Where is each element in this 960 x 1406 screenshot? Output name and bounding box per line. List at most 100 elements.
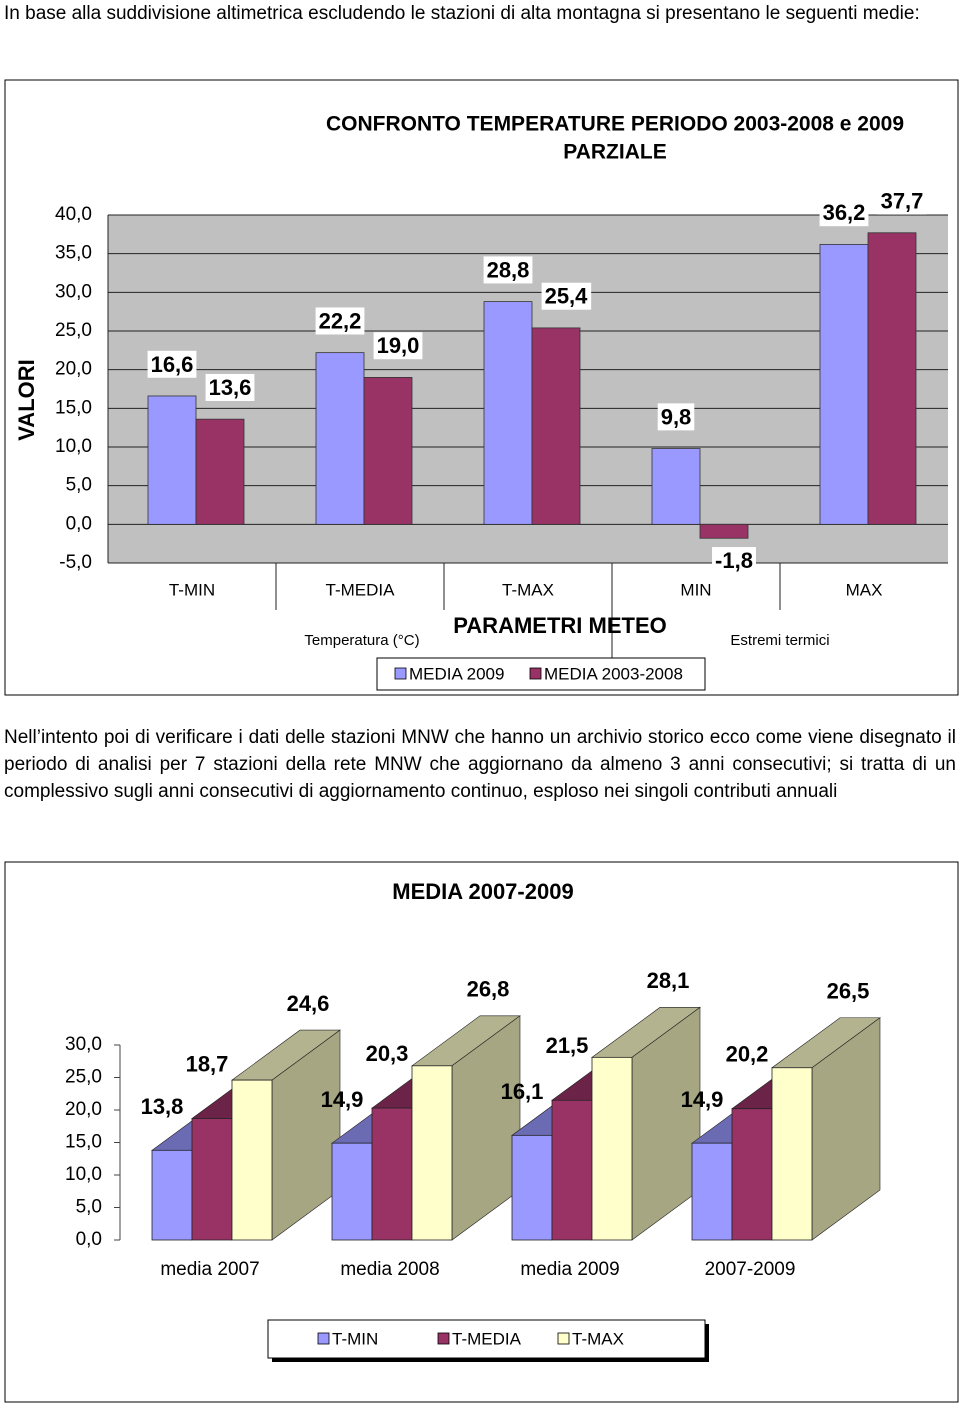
y-tick-label: 10,0 <box>55 436 92 457</box>
chart-title: CONFRONTO TEMPERATURE PERIODO 2003-2008 … <box>326 113 904 136</box>
legend-swatch <box>317 1332 330 1345</box>
value-label: 36,2 <box>823 200 866 225</box>
value-label: 14,9 <box>681 1087 724 1112</box>
bar <box>231 1079 273 1241</box>
bar <box>651 448 701 525</box>
value-label-bg <box>712 547 756 575</box>
value-label-bg <box>147 350 197 378</box>
value-label: 28,1 <box>647 968 690 993</box>
y-tick-label: 40,0 <box>55 204 92 225</box>
legend-box <box>267 1319 706 1359</box>
x-tick-label: MIN <box>680 580 711 599</box>
annotation: Temperatura (°C) <box>304 632 419 649</box>
x-tick-label: T-MIN <box>169 580 215 599</box>
value-label-bg <box>541 282 592 310</box>
bar <box>699 523 749 539</box>
y-tick-label: 15,0 <box>55 397 92 418</box>
y-tick-label: 30,0 <box>65 1034 102 1055</box>
value-label: 14,9 <box>321 1087 364 1112</box>
bar <box>819 243 869 525</box>
value-label: -1,8 <box>715 548 753 573</box>
y-tick-label: 30,0 <box>55 281 92 302</box>
bar <box>195 418 245 525</box>
legend-label: MEDIA 2009 <box>409 664 504 683</box>
x-tick-label: T-MAX <box>502 580 554 599</box>
value-label: 13,6 <box>209 375 252 400</box>
y-tick-label: 15,0 <box>65 1132 102 1153</box>
y-tick-label: 20,0 <box>65 1099 102 1120</box>
legend-label: T-MEDIA <box>452 1329 522 1348</box>
legend-label: T-MIN <box>332 1329 378 1348</box>
value-label: 13,8 <box>141 1094 184 1119</box>
y-tick-label: -5,0 <box>59 552 92 573</box>
bar <box>371 1107 413 1241</box>
bar <box>591 1056 633 1241</box>
y-tick-label: 10,0 <box>65 1164 102 1185</box>
legend-swatch <box>437 1332 450 1345</box>
value-label: 20,3 <box>366 1041 409 1066</box>
value-label: 25,4 <box>545 284 589 309</box>
legend-label: T-MAX <box>572 1329 624 1348</box>
y-tick-label: 20,0 <box>55 359 92 380</box>
value-label-bg <box>373 332 423 360</box>
y-tick-label: 25,0 <box>65 1067 102 1088</box>
y-tick-label: 0,0 <box>66 513 92 534</box>
value-label: 21,5 <box>546 1033 589 1058</box>
bar <box>483 301 533 525</box>
y-tick-label: 0,0 <box>76 1229 102 1250</box>
bar <box>691 1142 733 1241</box>
intro-paragraph: In base alla suddivisione altimetrica es… <box>4 3 920 24</box>
value-label: 26,8 <box>467 977 510 1002</box>
value-label: 19,0 <box>377 333 420 358</box>
bar <box>511 1134 553 1241</box>
legend-swatch <box>557 1332 570 1345</box>
y-tick-label: 5,0 <box>76 1197 102 1218</box>
bar <box>551 1099 593 1241</box>
legend-swatch <box>394 667 407 680</box>
bar <box>315 352 365 525</box>
x-tick-label: 2007-2009 <box>705 1259 796 1280</box>
legend-label: MEDIA 2003-2008 <box>544 664 683 683</box>
value-label: 16,6 <box>151 352 194 377</box>
value-label: 9,8 <box>661 404 692 429</box>
y-tick-label: 35,0 <box>55 243 92 264</box>
annotation: Estremi termici <box>730 632 829 649</box>
y-axis-label: VALORI <box>14 359 39 440</box>
y-tick-label: 5,0 <box>66 475 92 496</box>
bar <box>151 1149 193 1241</box>
bar <box>191 1118 233 1241</box>
value-label: 22,2 <box>319 308 362 333</box>
body-paragraph: Nell’intento poi di verificare i dati de… <box>4 727 956 802</box>
value-label: 18,7 <box>186 1051 229 1076</box>
value-label-bg <box>877 187 927 215</box>
value-label: 24,6 <box>287 991 330 1016</box>
bar <box>531 327 581 525</box>
legend-swatch <box>529 667 542 680</box>
x-axis-label: PARAMETRI METEO <box>453 613 666 638</box>
bar <box>411 1065 453 1241</box>
value-label-bg <box>483 256 533 284</box>
bar <box>363 376 413 525</box>
x-tick-label: media 2007 <box>160 1259 259 1280</box>
bar <box>147 395 197 525</box>
x-tick-label: media 2008 <box>340 1259 439 1280</box>
x-tick-label: media 2009 <box>520 1259 619 1280</box>
chart-title: MEDIA 2007-2009 <box>392 879 573 904</box>
value-label-bg <box>315 307 365 335</box>
value-label: 16,1 <box>501 1079 544 1104</box>
bar <box>731 1108 773 1241</box>
chart-title: PARZIALE <box>563 141 666 164</box>
bar <box>867 232 917 525</box>
value-label: 37,7 <box>881 189 924 214</box>
value-label: 20,2 <box>726 1042 769 1067</box>
bar <box>771 1067 813 1241</box>
value-label-bg <box>205 373 255 401</box>
x-tick-label: MAX <box>846 580 883 599</box>
value-label: 26,5 <box>827 979 870 1004</box>
bar <box>331 1142 373 1241</box>
value-label-bg <box>657 403 695 431</box>
x-tick-label: T-MEDIA <box>326 580 396 599</box>
value-label: 28,8 <box>487 257 530 282</box>
